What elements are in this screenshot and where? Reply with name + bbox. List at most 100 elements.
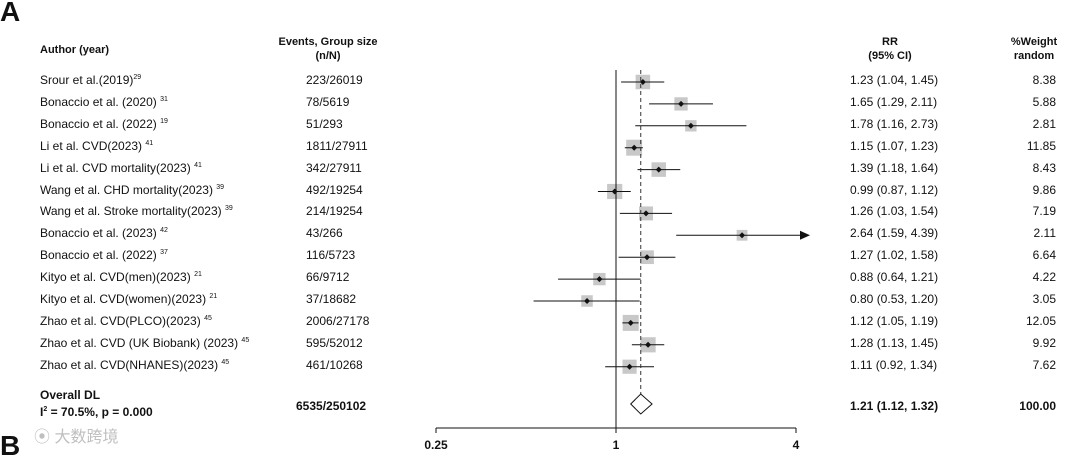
x-axis-tick-label: 4 bbox=[792, 438, 800, 452]
study-author: Srour et al.(2019) bbox=[40, 73, 134, 87]
study-point-estimate bbox=[655, 166, 662, 173]
study-weight: 7.19 bbox=[1032, 204, 1056, 219]
study-events: 595/52012 bbox=[306, 335, 363, 350]
study-rr-ci: 1.15 (1.07, 1.23) bbox=[850, 138, 939, 153]
forest-plot bbox=[435, 70, 810, 433]
study-author-cell: Zhao et al. CVD (UK Biobank) (2023) 45 bbox=[40, 336, 249, 350]
study-author: Zhao et al. CVD(NHANES)(2023) bbox=[40, 357, 222, 372]
overall-label: Overall DL bbox=[40, 388, 101, 402]
study-point-estimate bbox=[627, 319, 634, 326]
study-reference: 45 bbox=[204, 314, 212, 322]
study-author-cell: Zhao et al. CVD(NHANES)(2023) 45 bbox=[40, 358, 229, 372]
overall-events: 6535/250102 bbox=[296, 399, 367, 413]
study-reference: 21 bbox=[209, 293, 218, 300]
study-events: 492/19254 bbox=[306, 182, 363, 197]
study-point-estimate bbox=[645, 341, 652, 348]
study-rr-ci: 1.39 (1.18, 1.64) bbox=[850, 160, 939, 175]
study-rr-ci: 1.28 (1.13, 1.45) bbox=[850, 335, 939, 350]
study-events: 214/19254 bbox=[306, 204, 363, 219]
study-point-estimate bbox=[739, 232, 746, 239]
study-author-cell: Wang et al. Stroke mortality(2023) 39 bbox=[40, 204, 233, 218]
study-events: 78/5619 bbox=[306, 94, 350, 109]
study-events: 1811/27911 bbox=[306, 138, 368, 153]
study-row: Bonaccio et al. (2020) 31 78/5619 1.65 (1.… bbox=[0, 92, 1080, 114]
study-row: Kityo et al. CVD(men)(2023) 21 66/9712 0.8… bbox=[0, 267, 1080, 289]
study-events: 223/26019 bbox=[306, 73, 363, 87]
study-weight: 9.92 bbox=[1032, 335, 1056, 350]
study-author-cell: Kityo et al. CVD(women)(2023) 21 bbox=[40, 292, 217, 306]
study-rr-ci: 0.99 (0.87, 1.12) bbox=[850, 182, 939, 197]
study-author: Bonaccio et al. (2020) bbox=[40, 94, 161, 109]
study-rr-ci: 1.12 (1.05, 1.19) bbox=[850, 313, 939, 328]
study-reference: 41 bbox=[194, 161, 202, 169]
study-row: Bonaccio et al. (2023) 42 43/266 2.64 (1.5… bbox=[0, 223, 1080, 245]
study-weight: 11.85 bbox=[1026, 138, 1056, 153]
header-weight: %Weight random bbox=[1000, 35, 1068, 63]
study-rr-ci: 1.65 (1.29, 2.11) bbox=[850, 94, 938, 109]
study-reference: 45 bbox=[241, 336, 250, 344]
header-weight-line2: random bbox=[1013, 50, 1055, 62]
study-weight: 2.81 bbox=[1032, 116, 1056, 131]
study-point-estimate bbox=[639, 79, 646, 85]
study-point-estimate bbox=[678, 100, 685, 107]
study-row: Wang et al. CHD mortality(2023) 39 492/19… bbox=[0, 180, 1080, 202]
heterogeneity-text: = 70.5%, p = 0.000 bbox=[50, 405, 153, 419]
study-author: Zhao et al. CVD (UK Biobank) (2023) bbox=[40, 335, 242, 350]
study-events: 37/18682 bbox=[306, 292, 357, 306]
study-rr-ci: 0.88 (0.64, 1.21) bbox=[850, 270, 939, 285]
study-events: 116/5723 bbox=[306, 248, 356, 263]
study-row: Srour et al.(2019)29 223/26019 1.23 (1.04,… bbox=[0, 70, 1080, 92]
overall-diamond bbox=[630, 393, 653, 415]
study-weight: 8.43 bbox=[1032, 160, 1056, 175]
x-axis-tick-label: 0.25 bbox=[424, 438, 448, 452]
study-author: Li et al. CVD(2023) bbox=[40, 138, 146, 153]
study-weight: 9.86 bbox=[1032, 182, 1056, 197]
header-author: Author (year) bbox=[40, 44, 110, 56]
study-events: 461/10268 bbox=[306, 357, 363, 372]
study-weight: 3.05 bbox=[1032, 292, 1056, 306]
study-author: Bonaccio et al. (2022) bbox=[40, 248, 161, 263]
study-author: Zhao et al. CVD(PLCO)(2023) bbox=[40, 313, 205, 328]
study-weight: 4.22 bbox=[1032, 270, 1056, 285]
study-row: Wang et al. Stroke mortality(2023) 39 214… bbox=[0, 201, 1080, 223]
study-author: Kityo et al. CVD(women)(2023) bbox=[40, 292, 210, 306]
x-axis-tick-label: 1 bbox=[612, 438, 620, 452]
study-rr-ci: 1.27 (1.02, 1.58) bbox=[850, 248, 939, 263]
study-reference: 31 bbox=[160, 95, 168, 103]
study-author-cell: Bonaccio et al. (2022) 37 bbox=[40, 248, 168, 262]
overall-heterogeneity: I2 = 70.5%, p = 0.000 bbox=[40, 405, 153, 419]
header-rr-line1: RR bbox=[882, 36, 898, 48]
study-weight: 12.05 bbox=[1025, 313, 1056, 328]
study-author-cell: Li et al. CVD(2023) 41 bbox=[40, 139, 153, 153]
study-row: Zhao et al. CVD(PLCO)(2023) 45 2006/27178… bbox=[0, 311, 1080, 333]
study-author: Bonaccio et al. (2023) bbox=[40, 226, 161, 241]
study-row: Li et al. CVD mortality(2023) 41 342/2791… bbox=[0, 158, 1080, 180]
study-reference: 37 bbox=[160, 249, 168, 257]
watermark-logo-icon: ⦿ bbox=[34, 429, 51, 446]
study-author-cell: Srour et al.(2019)29 bbox=[40, 73, 141, 87]
study-rr-ci: 2.64 (1.59, 4.39) bbox=[850, 226, 939, 241]
study-author-cell: Bonaccio et al. (2023) 42 bbox=[40, 226, 168, 240]
heterogeneity-symbol: I bbox=[40, 405, 44, 419]
study-weight: 2.11 bbox=[1033, 226, 1056, 241]
study-weight: 5.88 bbox=[1032, 94, 1056, 109]
study-point-estimate bbox=[631, 144, 638, 151]
study-author-cell: Li et al. CVD mortality(2023) 41 bbox=[40, 161, 202, 175]
study-row: Li et al. CVD(2023) 41 1811/27911 1.15 (1.… bbox=[0, 136, 1080, 158]
study-reference: 39 bbox=[216, 183, 225, 191]
study-rr-ci: 1.26 (1.03, 1.54) bbox=[850, 204, 939, 219]
study-reference: 21 bbox=[194, 271, 202, 279]
study-row: Bonaccio et al. (2022) 37 116/5723 1.27 (1… bbox=[0, 245, 1080, 267]
study-point-estimate bbox=[644, 254, 651, 261]
study-author-cell: Zhao et al. CVD(PLCO)(2023) 45 bbox=[40, 314, 212, 328]
study-row: Bonaccio et al. (2022) 19 51/293 1.78 (1.1… bbox=[0, 114, 1080, 136]
overall-weight: 100.00 bbox=[1019, 399, 1056, 413]
study-rr-ci: 1.78 (1.16, 2.73) bbox=[850, 116, 939, 131]
study-weight: 6.64 bbox=[1032, 248, 1056, 263]
study-author-cell: Bonaccio et al. (2022) 19 bbox=[40, 117, 168, 131]
study-row: Kityo et al. CVD(women)(2023) 21 37/18682… bbox=[0, 289, 1080, 311]
heterogeneity-exponent: 2 bbox=[43, 406, 48, 413]
study-row: Zhao et al. CVD (UK Biobank) (2023) 45 59… bbox=[0, 333, 1080, 355]
study-ci-arrow bbox=[800, 230, 810, 240]
study-point-estimate bbox=[596, 276, 603, 283]
